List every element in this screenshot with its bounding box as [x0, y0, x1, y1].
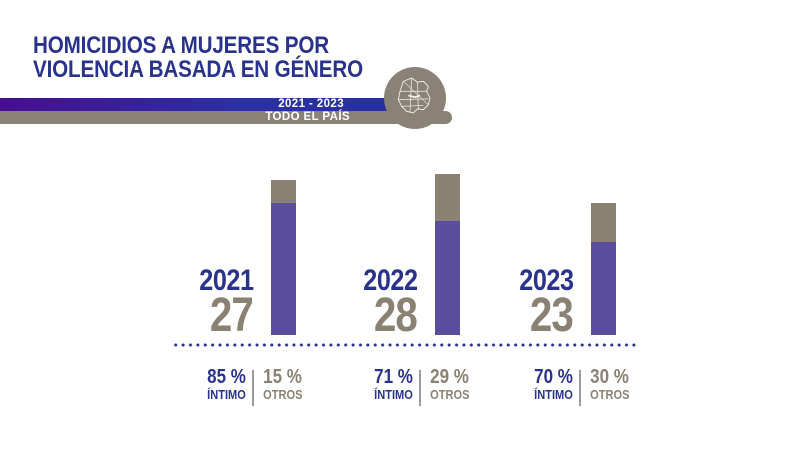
- bar-labels-2021: 2021 27: [189, 264, 254, 342]
- period-text: 2021 - 2023: [278, 98, 344, 110]
- year-label: 2022: [363, 264, 418, 297]
- intimo-pct: 70 %: [534, 366, 573, 388]
- bar-segment-otros: [271, 179, 296, 204]
- title-line1: HOMICIDIOS A MUJERES POR: [33, 32, 329, 59]
- bar-segment-intimo: [591, 242, 616, 335]
- period-banner: 2021 - 2023: [0, 98, 392, 111]
- pct-group-2022: 71 % ÍNTIMO 29 % OTROS: [371, 366, 470, 406]
- bar-segment-otros: [591, 202, 616, 243]
- dotted-divider: [172, 343, 638, 347]
- total-value: 27: [209, 289, 254, 342]
- intimo-column: 85 % ÍNTIMO: [204, 366, 246, 402]
- intimo-pct: 71 %: [374, 366, 413, 388]
- otros-label: OTROS: [590, 387, 630, 402]
- vertical-divider: [419, 370, 421, 406]
- intimo-label: ÍNTIMO: [534, 387, 573, 402]
- uruguay-map-icon: [384, 67, 446, 129]
- intimo-label: ÍNTIMO: [207, 387, 246, 402]
- pct-group-2021: 85 % ÍNTIMO 15 % OTROS: [204, 366, 303, 406]
- otros-pct: 30 %: [590, 366, 629, 388]
- page-title: HOMICIDIOS A MUJERES POR VIOLENCIA BASAD…: [33, 34, 363, 81]
- total-value: 28: [373, 289, 418, 342]
- year-label: 2021: [199, 264, 254, 297]
- stacked-bar-2023: [591, 202, 616, 335]
- pct-group-2023: 70 % ÍNTIMO 30 % OTROS: [531, 366, 630, 406]
- otros-label: OTROS: [430, 387, 470, 402]
- intimo-label: ÍNTIMO: [374, 387, 413, 402]
- uruguay-map-outline: [397, 77, 431, 114]
- otros-column: 29 % OTROS: [427, 366, 470, 402]
- stacked-bar-2022: [435, 174, 460, 335]
- vertical-divider: [579, 370, 581, 406]
- bar-group-2022: 2022 28: [353, 174, 460, 342]
- year-label: 2023: [519, 264, 574, 297]
- scope-banner: TODO EL PAÍS: [0, 111, 452, 124]
- otros-label: OTROS: [263, 387, 303, 402]
- bar-group-2021: 2021 27: [189, 179, 296, 342]
- bar-segment-intimo: [271, 203, 296, 335]
- stacked-bar-2021: [271, 179, 296, 335]
- total-value: 23: [529, 289, 574, 342]
- intimo-column: 71 % ÍNTIMO: [371, 366, 413, 402]
- bar-labels-2022: 2022 28: [353, 264, 418, 342]
- vertical-divider: [252, 370, 254, 406]
- otros-pct: 15 %: [263, 366, 302, 388]
- title-line2: VIOLENCIA BASADA EN GÉNERO: [33, 55, 364, 83]
- scope-text: TODO EL PAÍS: [265, 111, 350, 123]
- otros-column: 30 % OTROS: [587, 366, 630, 402]
- otros-pct: 29 %: [430, 366, 469, 388]
- bar-group-2023: 2023 23: [509, 202, 616, 342]
- intimo-pct: 85 %: [207, 366, 246, 388]
- bar-labels-2023: 2023 23: [509, 264, 574, 342]
- bar-segment-intimo: [435, 220, 460, 335]
- intimo-column: 70 % ÍNTIMO: [531, 366, 573, 402]
- otros-column: 15 % OTROS: [260, 366, 303, 402]
- bar-segment-otros: [435, 174, 460, 221]
